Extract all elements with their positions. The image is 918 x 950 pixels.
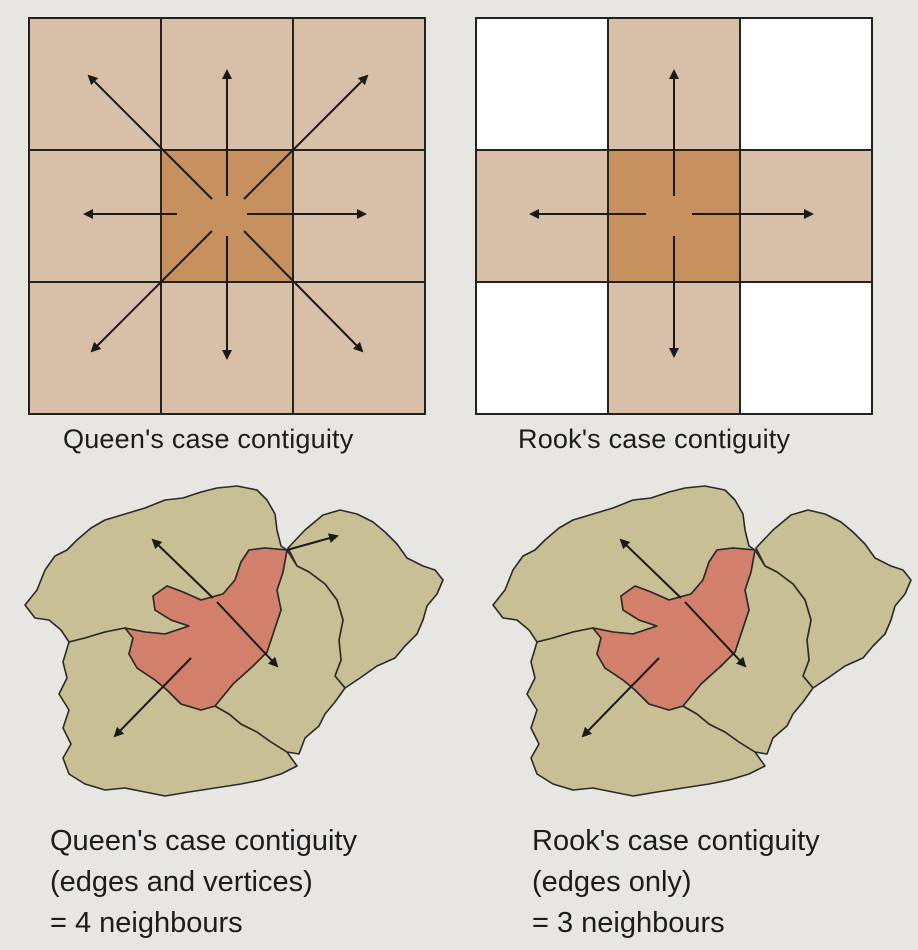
caption-line-1: Queen's case contiguity [50,825,357,857]
rook-grid-caption: Rook's case contiguity [518,424,791,454]
arrow-to-middle [684,601,747,668]
rook-grid-lines [475,17,873,415]
arrow-up-right [243,74,369,200]
caption-line-2: (edges and vertices) [50,866,313,898]
arrow-up-left [87,74,213,200]
arrow-to-middle [216,601,279,668]
map-regions [492,485,912,797]
grid-cell [29,18,161,150]
rook-region-map [492,485,912,797]
grid-cell-empty [740,18,872,150]
queen-arrows [83,69,369,360]
caption-line-2: (edges only) [532,866,692,898]
map-regions [24,485,444,797]
caption-line-1: Rook's case contiguity [532,825,820,857]
rook-map-arrows [581,538,747,738]
arrow-to-north-west [151,538,214,599]
arrow-down-right [243,230,364,353]
queen-region-map [24,485,444,797]
queen-grid-lines [28,17,426,415]
grid-cell [740,150,872,282]
grid-cell [476,150,608,282]
queen-map-arrows [113,533,339,738]
focal-region [124,547,288,711]
queen-map-caption: Queen's case contiguity (edges and verti… [50,821,357,944]
queen-grid-caption: Queen's case contiguity [63,424,354,454]
arrow-to-south-west [113,657,192,738]
caption-line-3: = 4 neighbours [50,907,243,939]
grid-cell [293,150,425,282]
queen-grid-diagram [28,17,426,415]
arrow-to-south-west [581,657,660,738]
rook-grid-cells [476,18,872,414]
rook-map-caption: Rook's case contiguity (edges only) = 3 … [532,821,820,944]
caption-line-3: = 3 neighbours [532,907,725,939]
grid-cell-empty [476,282,608,414]
rook-grid-diagram [475,17,873,415]
grid-cell [29,150,161,282]
grid-cell-empty [476,18,608,150]
grid-cell-empty [740,282,872,414]
arrow-down-left [90,230,213,353]
rook-arrows [529,69,814,358]
arrow-to-north-west [619,538,682,599]
arrow-to-east [286,533,339,551]
focal-region [592,547,756,711]
